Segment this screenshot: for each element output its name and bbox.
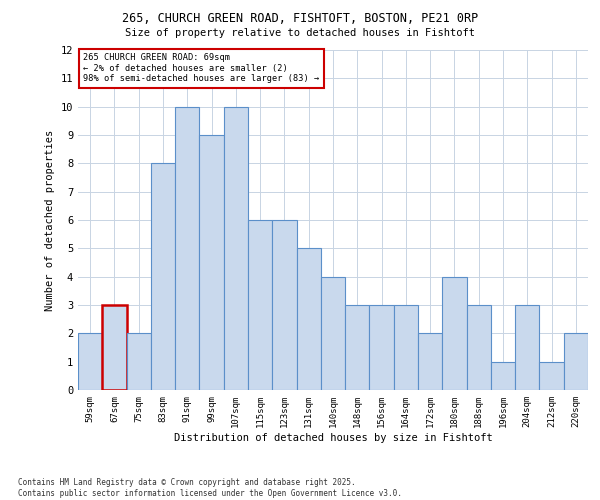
Bar bbox=[321, 276, 345, 390]
Bar bbox=[224, 106, 248, 390]
Bar bbox=[491, 362, 515, 390]
X-axis label: Distribution of detached houses by size in Fishtoft: Distribution of detached houses by size … bbox=[173, 432, 493, 442]
Bar bbox=[442, 276, 467, 390]
Text: Size of property relative to detached houses in Fishtoft: Size of property relative to detached ho… bbox=[125, 28, 475, 38]
Bar bbox=[78, 334, 102, 390]
Text: 265 CHURCH GREEN ROAD: 69sqm
← 2% of detached houses are smaller (2)
98% of semi: 265 CHURCH GREEN ROAD: 69sqm ← 2% of det… bbox=[83, 54, 319, 83]
Text: 265, CHURCH GREEN ROAD, FISHTOFT, BOSTON, PE21 0RP: 265, CHURCH GREEN ROAD, FISHTOFT, BOSTON… bbox=[122, 12, 478, 26]
Bar bbox=[151, 164, 175, 390]
Bar bbox=[345, 305, 370, 390]
Bar bbox=[127, 334, 151, 390]
Bar bbox=[102, 305, 127, 390]
Bar bbox=[272, 220, 296, 390]
Text: Contains HM Land Registry data © Crown copyright and database right 2025.
Contai: Contains HM Land Registry data © Crown c… bbox=[18, 478, 402, 498]
Bar bbox=[394, 305, 418, 390]
Bar bbox=[175, 106, 199, 390]
Bar bbox=[296, 248, 321, 390]
Bar bbox=[418, 334, 442, 390]
Bar bbox=[539, 362, 564, 390]
Y-axis label: Number of detached properties: Number of detached properties bbox=[45, 130, 55, 310]
Bar bbox=[467, 305, 491, 390]
Bar bbox=[248, 220, 272, 390]
Bar bbox=[515, 305, 539, 390]
Bar bbox=[564, 334, 588, 390]
Bar bbox=[199, 135, 224, 390]
Bar bbox=[370, 305, 394, 390]
